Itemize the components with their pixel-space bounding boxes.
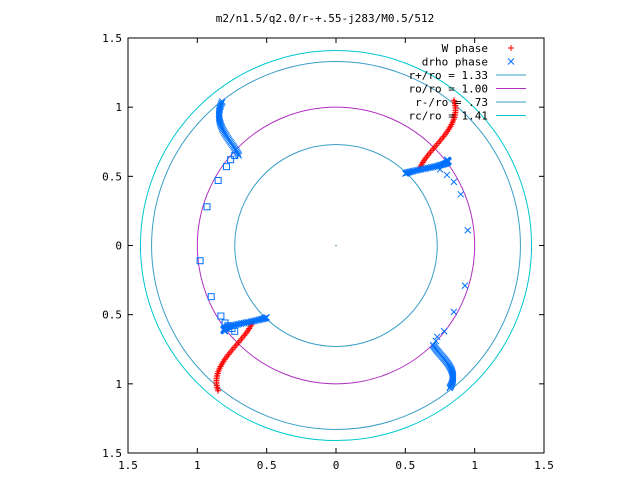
legend-label: r-/ro = .73 — [415, 96, 488, 109]
legend-label: ro/ro = 1.00 — [409, 83, 488, 96]
y-tick-label: 1.5 — [102, 32, 122, 45]
chart-marks — [139, 49, 533, 442]
x-tick-label: 1.5 — [534, 459, 554, 472]
square-point — [196, 257, 204, 265]
plus-point — [215, 387, 222, 394]
cross-point — [450, 178, 458, 186]
square-point — [222, 163, 230, 171]
cross-point — [436, 166, 444, 173]
cross-point — [218, 99, 226, 107]
cross-point — [443, 171, 451, 179]
cross-point — [443, 156, 451, 164]
y-tick-label: 0.5 — [102, 309, 122, 322]
x-tick-label: 0 — [333, 459, 340, 472]
plus-point — [450, 97, 457, 104]
cross-point — [405, 168, 413, 176]
cross-point — [404, 169, 412, 176]
legend-label: r+/ro = 1.33 — [409, 69, 488, 82]
square-point — [227, 156, 235, 164]
square-point — [217, 312, 225, 320]
cross-point — [433, 333, 441, 341]
square-point — [207, 293, 215, 301]
cross-point — [260, 315, 268, 322]
square-point — [231, 327, 239, 335]
legend-marker — [508, 45, 514, 51]
cross-point — [218, 98, 226, 105]
chart-title: m2/n1.5/q2.0/r-+.55-j283/M0.5/512 — [216, 12, 435, 25]
cross-point — [450, 308, 458, 316]
legend-label: drho phase — [422, 56, 488, 69]
y-tick-label: 1 — [115, 101, 122, 114]
x-tick-label: 0.5 — [257, 459, 277, 472]
cross-point — [440, 327, 448, 335]
legend-label: W phase — [442, 42, 488, 55]
y-tick-label: 0.5 — [102, 170, 122, 183]
legend-label: rc/ro = 1.41 — [409, 110, 488, 123]
cross-point — [215, 107, 223, 115]
cross-point — [432, 337, 440, 345]
cross-point — [446, 384, 454, 392]
legend-marker — [507, 58, 515, 65]
cross-point — [435, 162, 443, 169]
center-point — [335, 244, 337, 247]
cross-point — [461, 282, 469, 289]
cross-point — [464, 226, 472, 234]
x-tick-label: 1.5 — [118, 459, 138, 472]
circle-1-33 — [151, 61, 521, 430]
circle-1-41 — [139, 49, 533, 442]
x-tick-label: 1 — [471, 459, 478, 472]
square-point — [231, 152, 239, 160]
x-tick-label: 1 — [194, 459, 201, 472]
square-point — [214, 176, 222, 184]
y-tick-label: 1 — [115, 378, 122, 391]
cross-point — [221, 327, 229, 335]
cross-point — [457, 190, 465, 198]
y-tick-label: 0 — [115, 240, 122, 253]
cross-point — [259, 315, 267, 323]
y-tick-label: 1.5 — [102, 447, 122, 460]
x-tick-label: 0.5 — [395, 459, 415, 472]
circle-1 — [196, 106, 476, 385]
square-point — [203, 203, 211, 211]
circle-0-73 — [234, 144, 438, 347]
